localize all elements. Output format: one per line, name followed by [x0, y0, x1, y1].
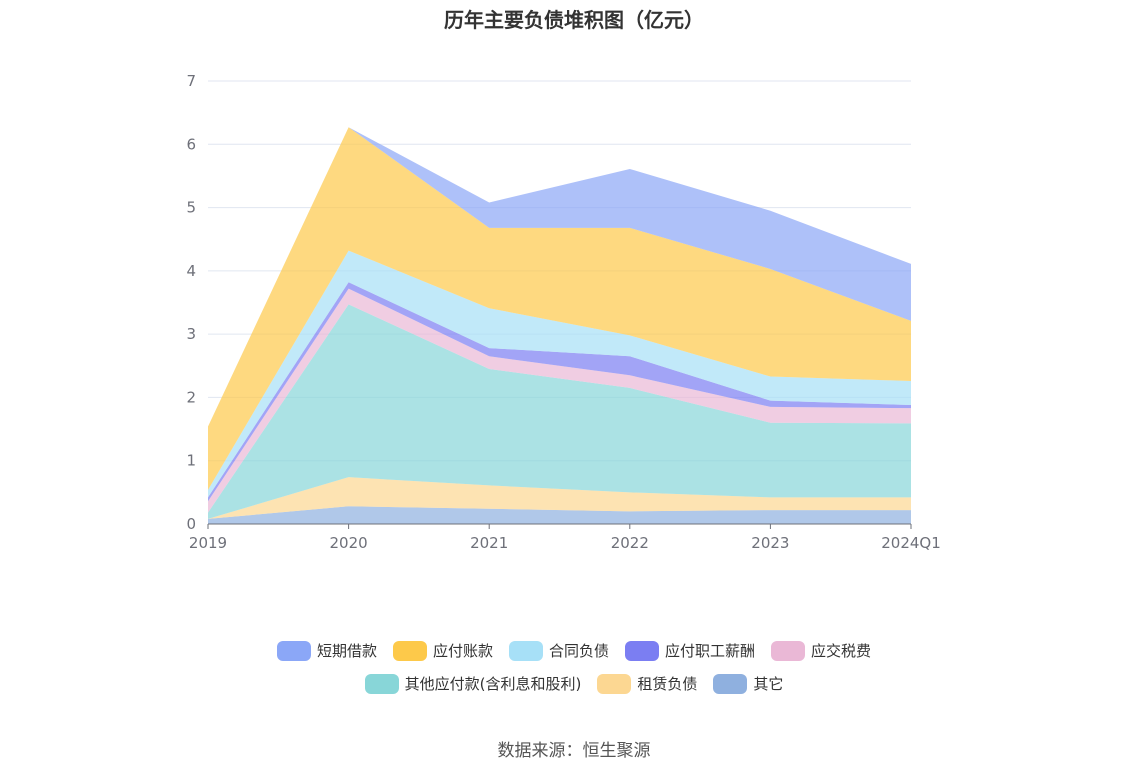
- legend-item[interactable]: 应付账款: [392, 640, 493, 661]
- area-series: [208, 127, 911, 490]
- chart-title: 历年主要负债堆积图（亿元）: [444, 8, 704, 32]
- legend-label: 应付职工薪酬: [665, 642, 756, 660]
- area-series: [208, 477, 911, 519]
- x-tick-label: 2019: [189, 534, 227, 552]
- x-tick-label: 2022: [611, 534, 649, 552]
- legend-label: 应交税费: [811, 642, 872, 660]
- legend-row-1: 短期借款 应付账款 合同负债 应付职工薪酬 应交税费: [0, 640, 1148, 661]
- legend-swatch: [276, 640, 311, 661]
- legend-item[interactable]: 短期借款: [276, 640, 377, 661]
- area-series: [208, 506, 911, 524]
- legend-swatch: [392, 640, 427, 661]
- legend-item[interactable]: 其它: [713, 673, 783, 694]
- legend-swatch: [508, 640, 543, 661]
- x-tick-label: 2024Q1: [881, 534, 941, 552]
- legend-item[interactable]: 应付职工薪酬: [625, 640, 755, 661]
- x-tick-label: 2020: [330, 534, 368, 552]
- legend-label: 租赁负债: [637, 675, 698, 693]
- area-series-group: [208, 127, 911, 524]
- y-tick-label: 6: [186, 135, 196, 153]
- x-tick-label: 2023: [751, 534, 789, 552]
- y-tick-label: 2: [186, 388, 196, 406]
- x-tick-label: 2021: [470, 534, 508, 552]
- legend-label: 合同负债: [548, 642, 609, 660]
- legend-swatch: [597, 673, 632, 694]
- legend-swatch: [625, 640, 659, 661]
- y-tick-label: 7: [186, 72, 196, 90]
- stacked-area-chart: 0 1 2 3 4 5 6 7 2019 2020 2021 2022 2023 2024Q1: [186, 72, 940, 552]
- legend-item[interactable]: 其他应付款(含利息和股利): [364, 673, 582, 694]
- legend-label: 短期借款: [316, 642, 377, 660]
- y-tick-label: 4: [186, 262, 196, 280]
- legend-label: 其它: [753, 675, 784, 693]
- legend-item[interactable]: 应交税费: [771, 640, 871, 661]
- area-series: [208, 304, 911, 519]
- legend-row-2: 其他应付款(含利息和股利) 租赁负债 其它: [0, 673, 1148, 694]
- axes: 0 1 2 3 4 5 6 7 2019 2020 2021 2022 2023 2024Q1: [186, 72, 940, 552]
- legend-label: 其他应付款(含利息和股利): [404, 675, 582, 693]
- area-series: [208, 127, 911, 427]
- y-tick-label: 3: [186, 325, 196, 343]
- legend-label: 应付账款: [432, 642, 493, 660]
- y-tick-label: 0: [186, 515, 196, 533]
- legend-swatch: [713, 673, 748, 694]
- legend-swatch: [771, 640, 806, 661]
- legend-swatch: [364, 673, 399, 694]
- y-tick-label: 1: [186, 452, 196, 470]
- legend-item[interactable]: 租赁负债: [597, 673, 697, 694]
- y-tick-label: 5: [186, 199, 196, 217]
- data-source-note: 数据来源：恒生聚源: [497, 741, 651, 761]
- legend-item[interactable]: 合同负债: [508, 640, 609, 661]
